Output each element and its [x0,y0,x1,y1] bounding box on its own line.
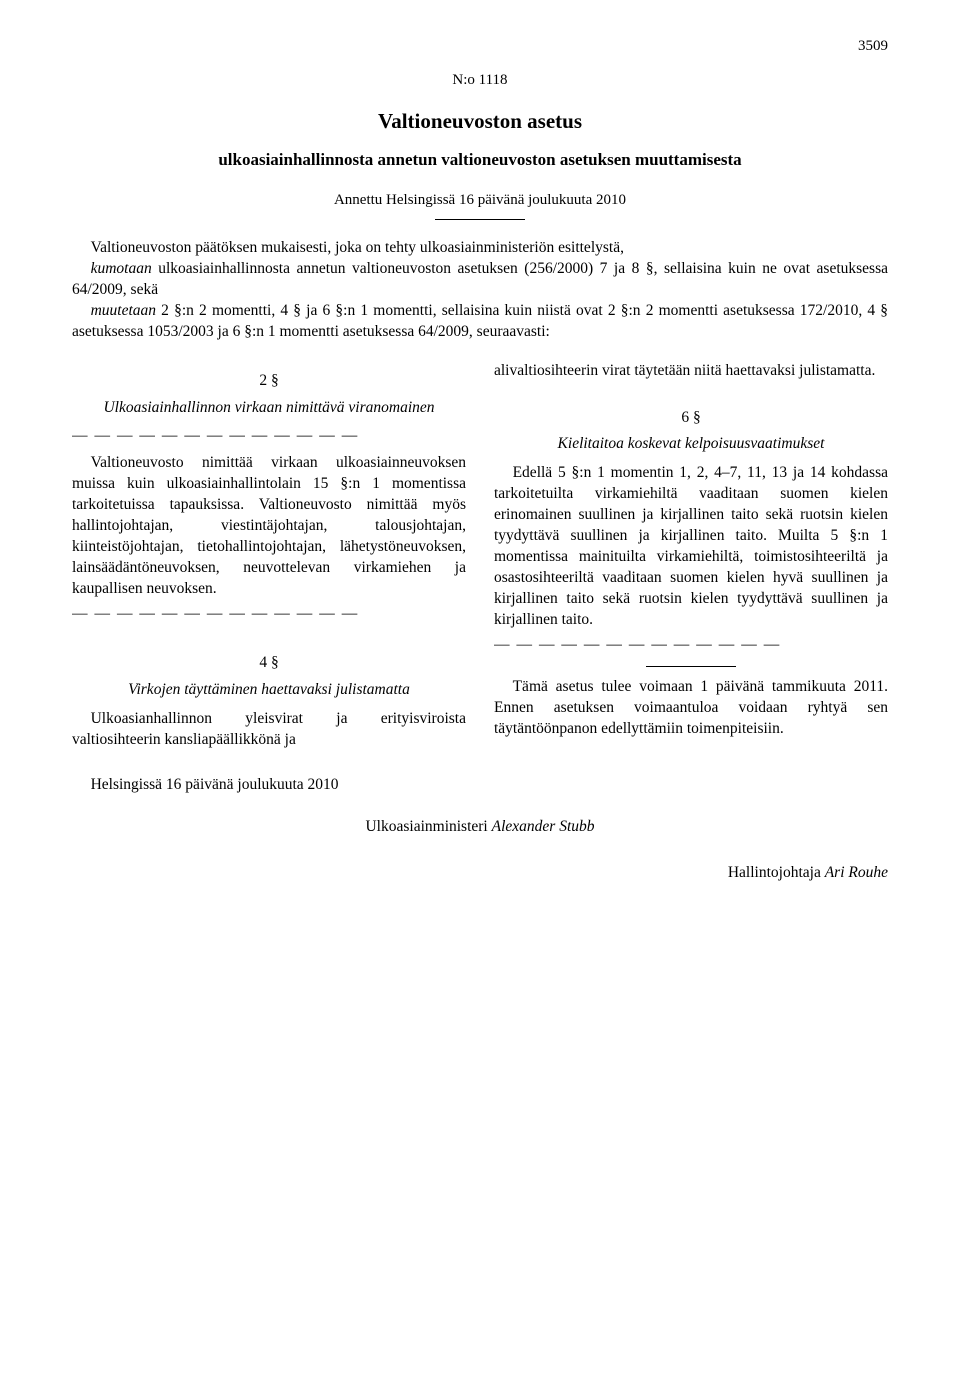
preamble-kumotaan: kumotaan [91,260,152,277]
dash-line: — — — — — — — — — — — — — [72,604,466,625]
page-number: 3509 [858,38,888,55]
section-2-para: Valtioneuvosto nimittää virkaan ulkoasia… [72,453,466,599]
body-columns: 2 § Ulkoasiainhallinnon virkaan nimittäv… [72,361,888,755]
section-4-para-2: alivaltiosihteerin virat täytetään niitä… [494,361,888,382]
preamble: Valtioneuvoston päätöksen mukaisesti, jo… [72,238,888,343]
decree-number: N:o 1118 [72,72,888,89]
admin-director-line: Hallintojohtaja Ari Rouhe [72,864,888,882]
admin-director-label: Hallintojohtaja [728,864,821,881]
section-4-number: 4 § [72,653,466,674]
minister-line: Ulkoasiainministeri Alexander Stubb [72,818,888,836]
minister-label: Ulkoasiainministeri [365,818,487,835]
issued-at: Annettu Helsingissä 16 päivänä joulukuut… [72,192,888,209]
decree-type: Valtioneuvoston asetus [72,109,888,134]
decree-title: ulkoasiainhallinnosta annetun valtioneuv… [72,150,888,170]
dash-line: — — — — — — — — — — — — — [494,635,888,656]
title-divider [435,219,525,220]
section-4-title: Virkojen täyttäminen haettavaksi julista… [72,680,466,701]
section-4-para-1: Ulkoasianhallinnon yleisvirat ja erityis… [72,709,466,751]
minister-name: Alexander Stubb [492,818,595,835]
section-2-number: 2 § [72,371,466,392]
section-6-para: Edellä 5 §:n 1 momentin 1, 2, 4–7, 11, 1… [494,463,888,630]
section-6-title: Kielitaitoa koskevat kelpoisuusvaatimuks… [494,434,888,455]
effective-para: Tämä asetus tulee voimaan 1 päivänä tamm… [494,677,888,740]
section-2-title: Ulkoasiainhallinnon virkaan nimittävä vi… [72,398,466,419]
preamble-muutetaan: muutetaan [91,302,156,319]
dash-line: — — — — — — — — — — — — — [72,426,466,447]
closing-place-date: Helsingissä 16 päivänä joulukuuta 2010 [72,776,888,794]
closing-divider [646,666,736,667]
footer: Helsingissä 16 päivänä joulukuuta 2010 U… [72,776,888,882]
section-6-number: 6 § [494,408,888,429]
admin-director-name: Ari Rouhe [825,864,888,881]
